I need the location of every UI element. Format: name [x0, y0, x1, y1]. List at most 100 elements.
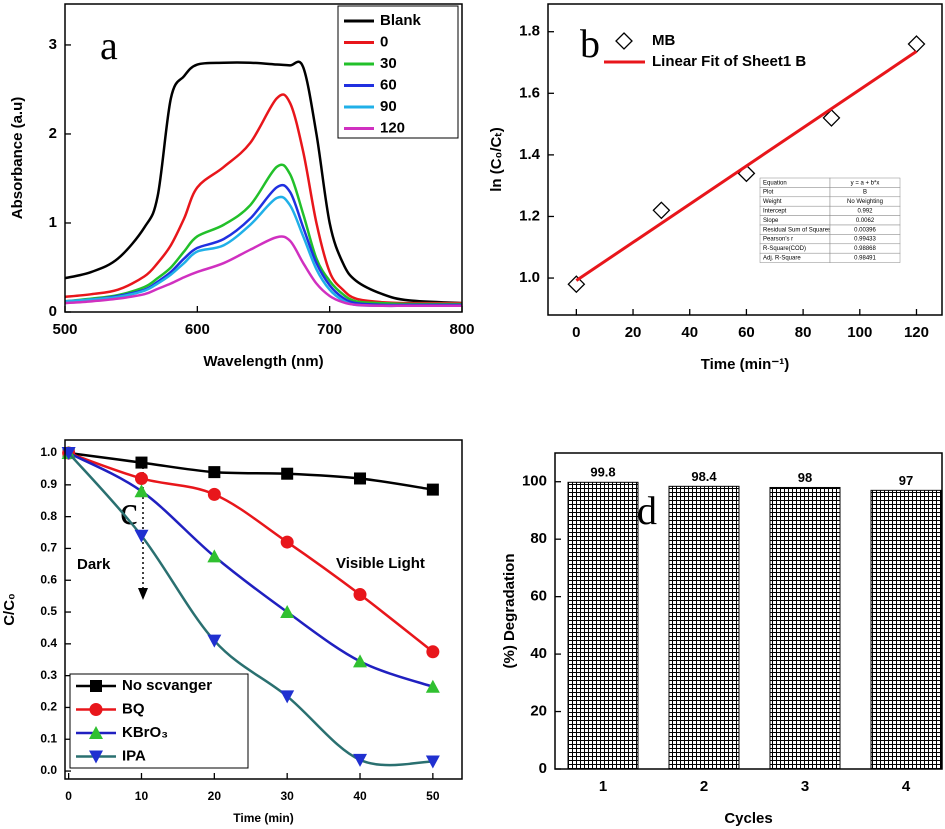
x-tick-label: 2 [700, 778, 708, 795]
x-tick-label: 120 [904, 324, 929, 341]
x-tick-label: 100 [847, 324, 872, 341]
marker [134, 529, 149, 543]
table-text: 0.00396 [854, 227, 876, 233]
x-tick-label: 20 [625, 324, 642, 341]
table-text: Adj. R-Square [763, 255, 801, 261]
y-tick-label: 1.6 [519, 84, 540, 101]
y-tick-label: 0 [49, 303, 57, 320]
marker [567, 275, 586, 294]
y-tick-label: 0.0 [40, 763, 57, 777]
x-tick-label: 60 [738, 324, 755, 341]
legend-label: IPA [122, 747, 146, 764]
marker [354, 472, 367, 485]
y-axis-title: ln (C₀/Cₜ) [488, 127, 505, 192]
x-tick-label: 700 [317, 321, 342, 338]
value-label: 99.8 [590, 465, 615, 480]
table-text: Pearson's r [763, 237, 793, 243]
value-label: 97 [899, 473, 913, 488]
legend-label: KBrO₃ [122, 724, 168, 741]
x-tick-label: 30 [280, 789, 294, 803]
x-tick-label: 20 [208, 789, 222, 803]
y-tick-label: 0.5 [40, 604, 57, 618]
x-tick-label: 3 [801, 778, 809, 795]
y-tick-label: 100 [522, 473, 547, 490]
x-tick-label: 0 [65, 789, 72, 803]
marker [134, 484, 149, 498]
marker [907, 35, 926, 53]
y-tick-label: 1 [49, 214, 57, 231]
series-line [64, 235, 462, 308]
series-line [68, 451, 434, 653]
legend-label: 120 [380, 119, 405, 136]
marker [207, 549, 222, 563]
y-tick-label: 1.0 [519, 269, 540, 286]
x-tick-label: 10 [135, 789, 149, 803]
y-tick-label: 0.2 [40, 700, 57, 714]
y-tick-label: 2 [49, 125, 57, 142]
table-text: 0.98868 [854, 246, 876, 252]
x-axis-title: Time (min⁻¹) [701, 356, 789, 373]
y-tick-label: 0.7 [40, 541, 57, 555]
annotation: Dark [77, 556, 111, 573]
y-axis-title: Absorbance (a.u) [9, 97, 26, 220]
table-text: 0.99433 [854, 237, 876, 243]
marker [280, 535, 294, 549]
series-line [68, 451, 434, 491]
table-text: Plot [763, 190, 774, 196]
x-tick-label: 1 [599, 778, 607, 795]
x-tick-label: 40 [353, 789, 367, 803]
bar [769, 486, 841, 770]
table-text: 0.0062 [856, 218, 875, 224]
marker [134, 471, 148, 485]
y-tick-label: 1.0 [40, 445, 57, 459]
y-tick-label: 80 [530, 530, 547, 547]
legend-label: MB [652, 32, 675, 49]
value-label: 98 [798, 470, 812, 485]
table-text: Weight [763, 199, 782, 205]
legend-label: 90 [380, 98, 397, 115]
marker [89, 703, 103, 716]
marker [652, 201, 671, 220]
marker [353, 588, 367, 602]
y-tick-label: 1.4 [519, 146, 541, 163]
marker [353, 654, 368, 668]
bar [567, 481, 639, 770]
annotation: Visible Light [336, 555, 425, 572]
table-text: Slope [763, 218, 779, 224]
legend-label: BQ [122, 700, 145, 717]
marker [280, 690, 295, 704]
panel-letter: c [120, 488, 138, 533]
marker [425, 679, 440, 693]
x-axis-title: Cycles [724, 810, 772, 827]
plot-frame [554, 452, 943, 770]
y-tick-label: 3 [49, 36, 57, 53]
dark-arrow-head [138, 588, 148, 600]
legend-label: 0 [380, 33, 388, 50]
x-tick-label: 600 [185, 321, 210, 338]
y-tick-label: 0.3 [40, 668, 57, 682]
series-line [64, 60, 463, 305]
table-text: Residual Sum of Squares [763, 227, 831, 233]
legend-label: No scvanger [122, 677, 212, 694]
legend-label: 60 [380, 76, 397, 93]
y-tick-label: 0 [539, 760, 547, 777]
y-tick-label: 1.2 [519, 207, 540, 224]
plot-frame [64, 3, 463, 313]
x-tick-label: 0 [572, 324, 580, 341]
y-tick-label: 0.8 [40, 509, 57, 523]
marker [89, 726, 103, 739]
y-tick-label: 0.9 [40, 477, 57, 491]
x-tick-label: 800 [449, 321, 474, 338]
series-line [64, 93, 463, 305]
marker [353, 753, 368, 767]
table-text: y = a + b*x [851, 180, 880, 186]
value-label: 98.4 [691, 469, 717, 484]
plot-frame [64, 439, 463, 780]
table-text: 0.98491 [854, 255, 876, 261]
fit-line [575, 50, 918, 282]
panel-letter: a [100, 23, 118, 68]
y-tick-label: 0.1 [40, 731, 57, 745]
x-tick-label: 4 [902, 778, 911, 795]
